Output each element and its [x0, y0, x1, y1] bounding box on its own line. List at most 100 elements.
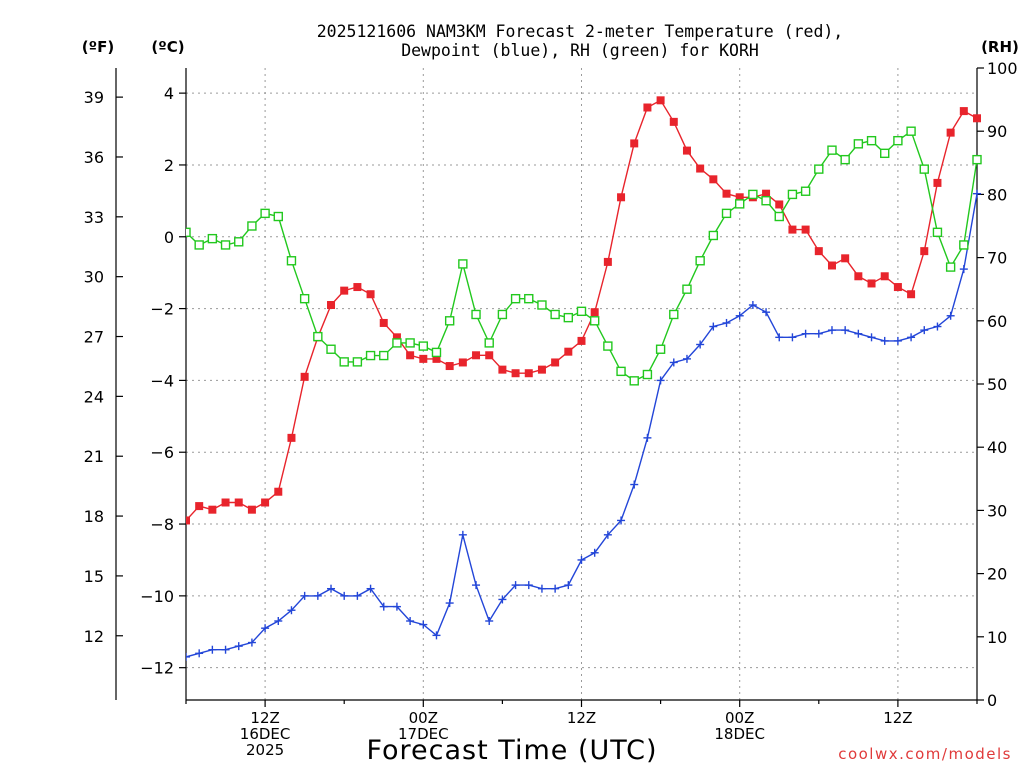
data-point [708, 230, 719, 241]
data-point [366, 290, 375, 299]
data-point [775, 333, 784, 342]
time-tick-label: 12Z [883, 709, 912, 727]
data-point [867, 279, 876, 288]
data-point [854, 329, 863, 338]
data-point [721, 208, 732, 219]
data-point [669, 309, 679, 320]
data-point [787, 189, 798, 200]
data-point [775, 200, 784, 209]
data-point [866, 135, 877, 146]
data-point [458, 530, 467, 539]
data-point [274, 487, 283, 496]
data-point [748, 301, 757, 309]
fahrenheit-tick-label: 24 [84, 387, 104, 406]
data-point [445, 599, 454, 608]
data-point [195, 502, 204, 511]
data-point [445, 362, 454, 371]
fahrenheit-tick-label: 12 [84, 627, 104, 646]
data-point [392, 338, 402, 348]
data-point [458, 259, 468, 269]
data-point [418, 341, 428, 351]
rh-tick-label: 0 [987, 691, 997, 710]
data-point [261, 624, 270, 633]
fahrenheit-tick-label: 39 [84, 88, 104, 107]
data-point [419, 620, 428, 629]
data-point [590, 308, 599, 317]
rh-tick-label: 30 [987, 501, 1007, 520]
data-point [933, 178, 942, 187]
data-point [880, 272, 889, 281]
time-tick-label: 12Z [250, 709, 279, 727]
data-point [510, 293, 521, 304]
data-point [392, 333, 401, 342]
data-point [748, 189, 758, 200]
time-tick-label: 16DEC [240, 725, 291, 743]
celsius-tick-label: −4 [150, 371, 174, 390]
series-dewpoint [186, 189, 981, 661]
data-point [589, 316, 600, 326]
data-point [800, 186, 811, 196]
data-point [577, 336, 586, 345]
celsius-axis-label: (ºC) [151, 38, 184, 56]
data-point [287, 433, 296, 442]
rh-tick-label: 50 [987, 375, 1007, 394]
data-point [709, 322, 718, 331]
rh-tick-label: 80 [987, 185, 1007, 204]
data-point [616, 366, 626, 377]
data-point [735, 193, 744, 202]
data-point [497, 309, 508, 320]
data-point [788, 225, 797, 234]
data-point [696, 340, 705, 349]
data-point [550, 309, 560, 320]
data-point [273, 211, 283, 222]
data-point [313, 331, 323, 342]
data-point [498, 365, 507, 374]
data-point [353, 591, 362, 600]
data-point [893, 283, 902, 292]
data-point [576, 306, 587, 317]
data-point [735, 311, 744, 320]
data-point [484, 338, 494, 348]
data-point [919, 164, 929, 174]
data-point [186, 652, 190, 661]
data-point [788, 333, 797, 342]
data-point [762, 308, 771, 317]
data-point [972, 154, 982, 165]
data-point [551, 358, 560, 367]
chart-title: 2025121606 NAM3KM Forecast 2-meter Tempe… [317, 22, 844, 41]
data-point [946, 311, 955, 320]
data-point [564, 347, 573, 356]
celsius-tick-label: −8 [150, 515, 174, 534]
fahrenheit-axis-label: (ºF) [82, 38, 114, 56]
tick-labels: 420−2−4−6−8−10−1239363330272421181512100… [84, 59, 1018, 759]
data-point [946, 128, 955, 137]
data-point [907, 290, 916, 299]
data-point [920, 326, 929, 335]
data-point [524, 293, 534, 304]
data-point [642, 369, 653, 380]
data-point [563, 312, 574, 323]
data-point [655, 344, 666, 354]
fahrenheit-tick-label: 15 [84, 567, 104, 586]
data-point [353, 283, 362, 292]
celsius-tick-label: 4 [164, 84, 174, 103]
data-series [186, 96, 982, 661]
data-point [458, 358, 467, 367]
data-point [959, 107, 968, 116]
data-point [814, 329, 823, 338]
data-point [564, 581, 573, 590]
data-point [617, 516, 626, 525]
data-point [339, 357, 349, 367]
data-point [444, 316, 455, 326]
data-point [932, 227, 943, 238]
data-point [247, 505, 256, 514]
data-point [221, 645, 230, 654]
gridlines [186, 68, 977, 700]
data-point [841, 326, 850, 335]
chart-subtitle: Dewpoint (blue), RH (green) for KORH [401, 41, 759, 60]
data-point [696, 164, 705, 173]
data-point [933, 322, 942, 331]
series-line-dewpoint [186, 193, 978, 658]
data-point [827, 326, 836, 335]
data-point [366, 584, 375, 593]
